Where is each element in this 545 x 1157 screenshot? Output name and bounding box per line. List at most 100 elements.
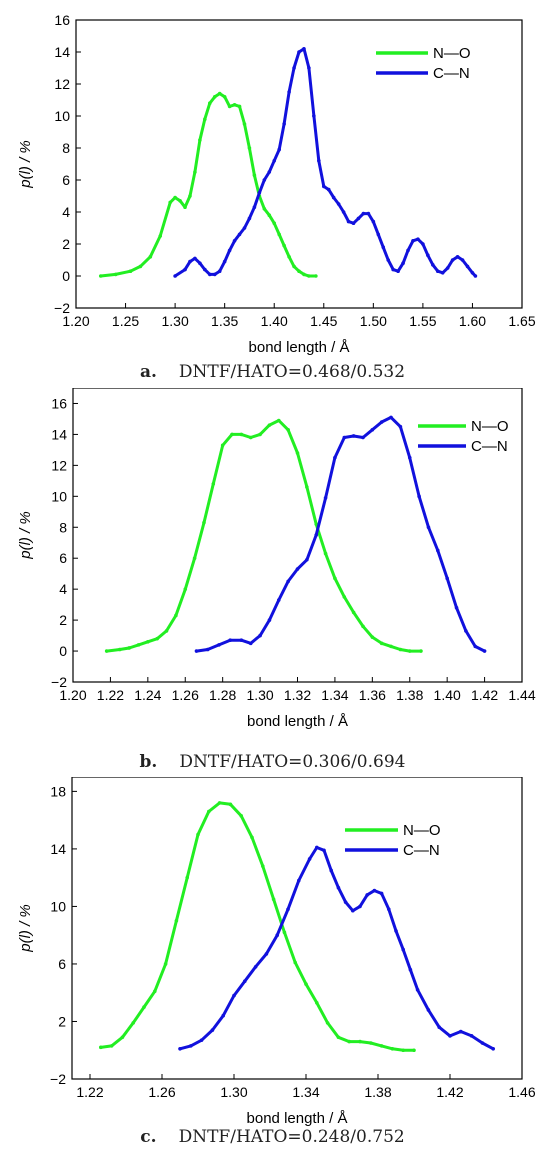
y-tick-label-b: −2 <box>51 674 67 690</box>
data-point-n-o-b <box>286 427 290 432</box>
data-point-c-n-c <box>387 907 391 912</box>
data-point-c-n-a <box>287 90 291 94</box>
y-tick-label-b: 4 <box>59 581 67 597</box>
data-point-n-o-c <box>207 809 211 814</box>
data-point-c-n-b <box>351 434 356 438</box>
data-point-c-n-b <box>464 629 468 633</box>
data-point-n-o-c <box>217 801 222 805</box>
data-point-c-n-c <box>264 952 269 956</box>
data-point-c-n-a <box>460 258 465 262</box>
data-point-c-n-a <box>391 267 395 272</box>
x-tick-label-c: 1.38 <box>364 1084 391 1100</box>
data-point-c-n-c <box>286 907 290 912</box>
data-point-c-n-a <box>401 261 405 266</box>
y-axis-label-c: p(l) / % <box>17 904 34 953</box>
caption-c: c. DNTF/HATO=0.248/0.752 <box>0 1127 545 1147</box>
data-point-c-n-b <box>361 435 365 440</box>
data-point-n-o-a <box>287 254 291 259</box>
data-point-c-n-c <box>221 1013 225 1018</box>
data-point-c-n-b <box>389 415 393 420</box>
data-point-c-n-a <box>473 274 478 278</box>
data-point-n-o-a <box>242 122 247 126</box>
data-point-n-o-b <box>248 435 253 440</box>
y-tick-label-c: 10 <box>50 898 66 914</box>
chart-a: 1.20 1.25 1.30 1.35 1.40 1.45 1.50 1.55 1.60 1.65… <box>17 12 536 356</box>
data-point-c-n-a <box>317 159 321 163</box>
data-point-n-o-a <box>148 254 153 259</box>
data-point-n-o-b <box>220 443 225 448</box>
data-point-n-o-b <box>174 613 178 618</box>
panel-label-b: b. <box>139 752 158 772</box>
data-point-c-n-a <box>292 66 296 70</box>
data-point-c-n-b <box>267 618 272 622</box>
data-point-c-n-b <box>194 649 199 653</box>
data-point-n-o-c <box>315 1000 319 1005</box>
legend-label-n-o-c: N—O <box>403 822 441 839</box>
data-point-c-n-a <box>203 267 207 272</box>
y-tick-label-c: 18 <box>50 783 66 799</box>
y-tick-label-b: 14 <box>51 426 67 442</box>
data-point-c-n-b <box>333 455 337 460</box>
data-point-n-o-a <box>138 264 143 269</box>
data-point-n-o-b <box>314 522 319 526</box>
data-point-c-n-b <box>205 647 210 652</box>
data-point-c-n-a <box>247 216 252 221</box>
data-point-n-o-c <box>412 1048 416 1053</box>
data-point-n-o-b <box>342 595 347 599</box>
data-point-c-n-a <box>346 219 351 224</box>
data-point-n-o-b <box>351 610 356 615</box>
data-point-n-o-c <box>369 1041 373 1045</box>
data-point-c-n-c <box>199 1038 204 1042</box>
data-point-n-o-a <box>128 269 133 274</box>
data-point-c-n-a <box>183 267 187 272</box>
y-tick-label-b: 12 <box>51 457 67 473</box>
series-line-c-n-a <box>173 47 477 278</box>
y-tick-label-b: 16 <box>51 395 67 411</box>
data-point-n-o-a <box>188 194 192 198</box>
data-point-n-o-b <box>136 643 141 647</box>
x-tick-label-b: 1.40 <box>434 687 461 703</box>
data-point-n-o-b <box>211 482 216 486</box>
data-point-n-o-c <box>379 1044 384 1048</box>
data-point-c-n-b <box>379 420 384 424</box>
data-point-c-n-b <box>482 649 487 653</box>
caption-a: a. DNTF/HATO=0.468/0.532 <box>0 362 545 382</box>
data-point-c-n-a <box>361 211 366 216</box>
data-point-c-n-b <box>407 455 412 460</box>
data-point-c-n-a <box>222 259 227 264</box>
chart-c: 1.22 1.26 1.30 1.34 1.38 1.42 1.46 −2 2 6 10 14 18 bo… <box>17 777 536 1127</box>
data-point-n-o-c <box>347 1039 352 1044</box>
data-point-c-n-a <box>173 274 177 278</box>
data-point-c-n-b <box>217 643 221 647</box>
data-point-c-n-b <box>305 557 309 562</box>
legend-label-c-n-a: C—N <box>433 65 470 82</box>
data-point-c-n-a <box>341 210 346 214</box>
data-point-c-n-c <box>275 933 280 937</box>
data-point-c-n-b <box>323 496 328 500</box>
data-point-c-n-b <box>426 525 431 530</box>
x-tick-label-c: 1.46 <box>508 1084 535 1100</box>
data-point-n-o-a <box>232 103 237 107</box>
data-point-n-o-a <box>173 195 177 200</box>
data-point-c-n-c <box>297 878 301 883</box>
data-point-c-n-a <box>406 248 410 253</box>
data-point-c-n-c <box>189 1044 193 1048</box>
data-point-n-o-b <box>146 639 150 644</box>
data-point-c-n-a <box>321 184 326 189</box>
x-tick-label-b: 1.42 <box>471 687 498 703</box>
data-point-c-n-a <box>376 232 381 237</box>
data-point-c-n-b <box>239 638 244 643</box>
data-point-n-o-a <box>237 104 242 109</box>
data-point-n-o-a <box>198 138 202 142</box>
x-tick-label-b: 1.20 <box>59 687 86 703</box>
data-point-c-n-a <box>366 211 371 216</box>
data-point-c-n-a <box>252 205 257 209</box>
data-point-c-n-a <box>336 202 341 206</box>
data-point-c-n-a <box>426 253 430 257</box>
x-tick-label-b: 1.28 <box>209 687 236 703</box>
data-point-c-n-a <box>212 272 217 277</box>
data-point-n-o-b <box>117 647 122 652</box>
data-point-c-n-c <box>480 1041 485 1045</box>
data-point-n-o-a <box>307 274 311 278</box>
x-tick-label-a: 1.65 <box>508 313 535 329</box>
